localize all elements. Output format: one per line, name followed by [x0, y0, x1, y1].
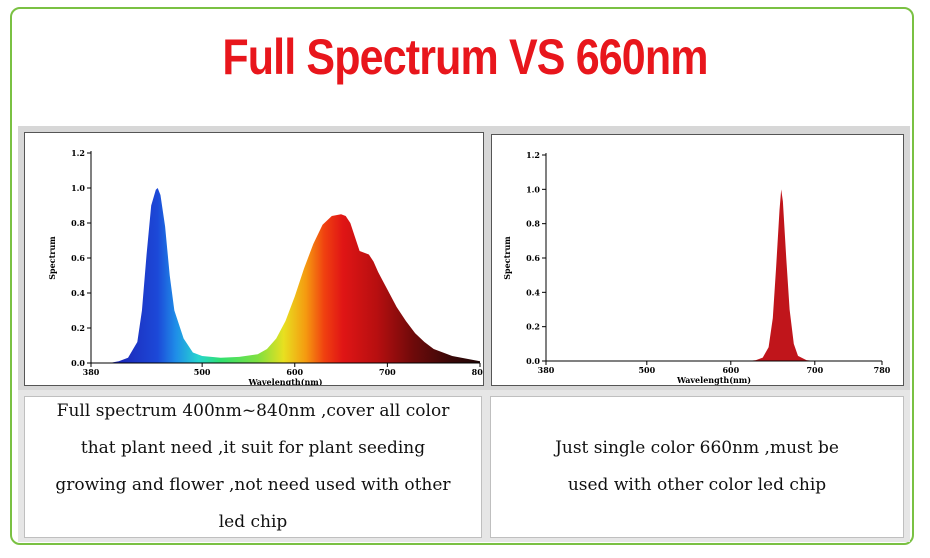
right-x-tick-label: 600 — [722, 365, 739, 375]
left-y-tick-label: 1.0 — [71, 183, 85, 193]
right-x-tick-label: 500 — [638, 365, 655, 375]
left-x-axis-label: Wavelength(nm) — [247, 377, 322, 385]
right-y-tick-label: 0.4 — [526, 287, 540, 297]
page-title: Full Spectrum VS 660nm — [222, 29, 708, 85]
left-y-tick-label: 0.0 — [71, 358, 85, 368]
left-y-tick-label: 0.2 — [71, 323, 85, 333]
right-x-tick-label: 780 — [874, 365, 891, 375]
right-y-axis-label: Spectrum — [502, 236, 512, 280]
full-spectrum-chart: 0.0 0.2 0.4 0.6 0.8 1.0 1.2 380 500 600 700 800 Wave… — [24, 132, 489, 387]
right-spectrum-area — [747, 189, 815, 361]
left-x-tick-label: 600 — [286, 367, 303, 377]
right-y-tick-label: 1.0 — [526, 184, 540, 194]
right-y-tick-label: 1.2 — [526, 150, 540, 160]
full-spectrum-caption: Full spectrum 400nm~840nm ,cover all col… — [24, 396, 482, 538]
660nm-chart-svg: 0.0 0.2 0.4 0.6 0.8 1.0 1.2 380 500 600 700 780 Wave… — [502, 150, 891, 385]
full-spectrum-chart-svg: 0.0 0.2 0.4 0.6 0.8 1.0 1.2 380 500 600 700 800 Wave… — [47, 148, 489, 387]
left-x-tick-label: 700 — [379, 367, 396, 377]
left-y-tick-label: 1.2 — [71, 148, 85, 158]
right-x-tick-label: 700 — [806, 365, 823, 375]
left-y-tick-label: 0.6 — [71, 253, 85, 263]
left-x-tick-label: 800 — [472, 367, 483, 377]
left-y-tick-label: 0.8 — [71, 218, 85, 228]
right-x-tick-label: 380 — [538, 365, 555, 375]
left-y-axis-label: Spectrum — [47, 236, 57, 280]
left-y-tick-label: 0.4 — [71, 288, 85, 298]
right-y-tick-label: 0.0 — [526, 356, 540, 366]
right-y-tick-label: 0.8 — [526, 219, 540, 229]
right-x-axis-label: Wavelength(nm) — [676, 375, 751, 385]
660nm-chart: 0.0 0.2 0.4 0.6 0.8 1.0 1.2 380 500 600 700 780 Wave… — [491, 134, 904, 386]
right-y-tick-label: 0.2 — [526, 322, 540, 332]
left-x-tick-label: 500 — [194, 367, 211, 377]
right-y-tick-label: 0.6 — [526, 253, 540, 263]
660nm-caption: Just single color 660nm ,must be used wi… — [490, 396, 904, 538]
left-spectrum-area — [109, 188, 481, 363]
left-x-tick-label: 380 — [83, 367, 100, 377]
